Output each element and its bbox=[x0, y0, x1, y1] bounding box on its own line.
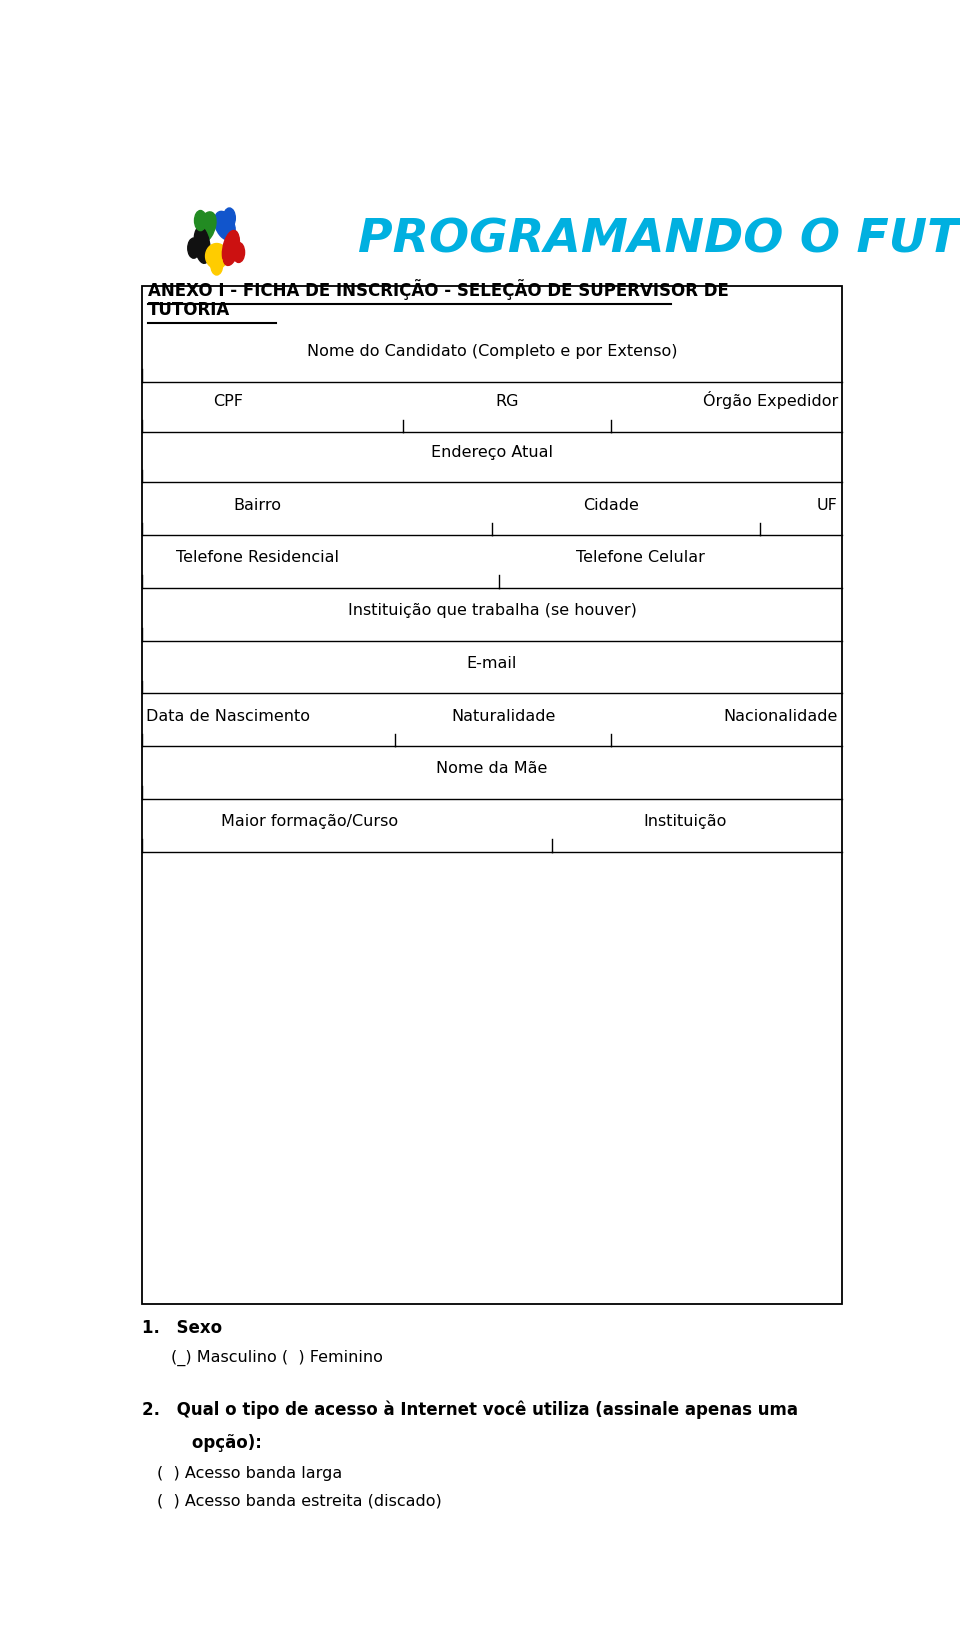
Text: 1. Sexo: 1. Sexo bbox=[142, 1319, 223, 1337]
Text: PROGRAMANDO O FUTURO: PROGRAMANDO O FUTURO bbox=[358, 217, 960, 263]
Text: ANEXO I - FICHA DE INSCRIÇÃO - SELEÇÃO DE SUPERVISOR DE: ANEXO I - FICHA DE INSCRIÇÃO - SELEÇÃO D… bbox=[148, 279, 730, 300]
Text: Nacionalidade: Nacionalidade bbox=[724, 708, 838, 723]
Text: CPF: CPF bbox=[213, 395, 243, 410]
Text: Bairro: Bairro bbox=[233, 498, 281, 512]
Text: (_) Masculino (  ) Feminino: (_) Masculino ( ) Feminino bbox=[171, 1350, 382, 1366]
Circle shape bbox=[188, 238, 200, 258]
Text: (  ) Acesso banda estreita (discado): ( ) Acesso banda estreita (discado) bbox=[157, 1493, 442, 1510]
Text: Endereço Atual: Endereço Atual bbox=[431, 446, 553, 460]
Ellipse shape bbox=[205, 243, 228, 269]
Text: Maior formação/Curso: Maior formação/Curso bbox=[221, 814, 398, 829]
Text: opção):: opção): bbox=[142, 1433, 262, 1451]
Text: RG: RG bbox=[495, 395, 518, 410]
Circle shape bbox=[195, 211, 206, 230]
Text: Órgão Expedidor: Órgão Expedidor bbox=[703, 392, 838, 410]
Text: Telefone Residencial: Telefone Residencial bbox=[176, 550, 339, 565]
Text: Telefone Celular: Telefone Celular bbox=[576, 550, 706, 565]
Text: (  ) Acesso banda larga: ( ) Acesso banda larga bbox=[157, 1466, 343, 1482]
Ellipse shape bbox=[214, 211, 235, 240]
Text: E-mail: E-mail bbox=[467, 656, 517, 671]
Text: UF: UF bbox=[817, 498, 838, 512]
Text: Nome da Mãe: Nome da Mãe bbox=[436, 762, 548, 777]
Circle shape bbox=[224, 207, 235, 228]
Text: Data de Nascimento: Data de Nascimento bbox=[146, 708, 310, 723]
Text: 2. Qual o tipo de acesso à Internet você utiliza (assinale apenas uma: 2. Qual o tipo de acesso à Internet você… bbox=[142, 1400, 799, 1420]
Ellipse shape bbox=[197, 212, 216, 243]
Circle shape bbox=[232, 242, 245, 263]
Ellipse shape bbox=[223, 230, 239, 266]
Text: Nome do Candidato (Completo e por Extenso): Nome do Candidato (Completo e por Extens… bbox=[307, 344, 677, 359]
Text: Naturalidade: Naturalidade bbox=[451, 708, 555, 723]
Text: Instituição: Instituição bbox=[644, 814, 727, 829]
Text: TUTORIA: TUTORIA bbox=[148, 300, 230, 318]
Bar bbox=[142, 286, 842, 1304]
Text: Cidade: Cidade bbox=[583, 498, 639, 512]
Text: Instituição que trabalha (se houver): Instituição que trabalha (se houver) bbox=[348, 604, 636, 619]
Circle shape bbox=[211, 255, 223, 276]
Ellipse shape bbox=[194, 227, 210, 263]
